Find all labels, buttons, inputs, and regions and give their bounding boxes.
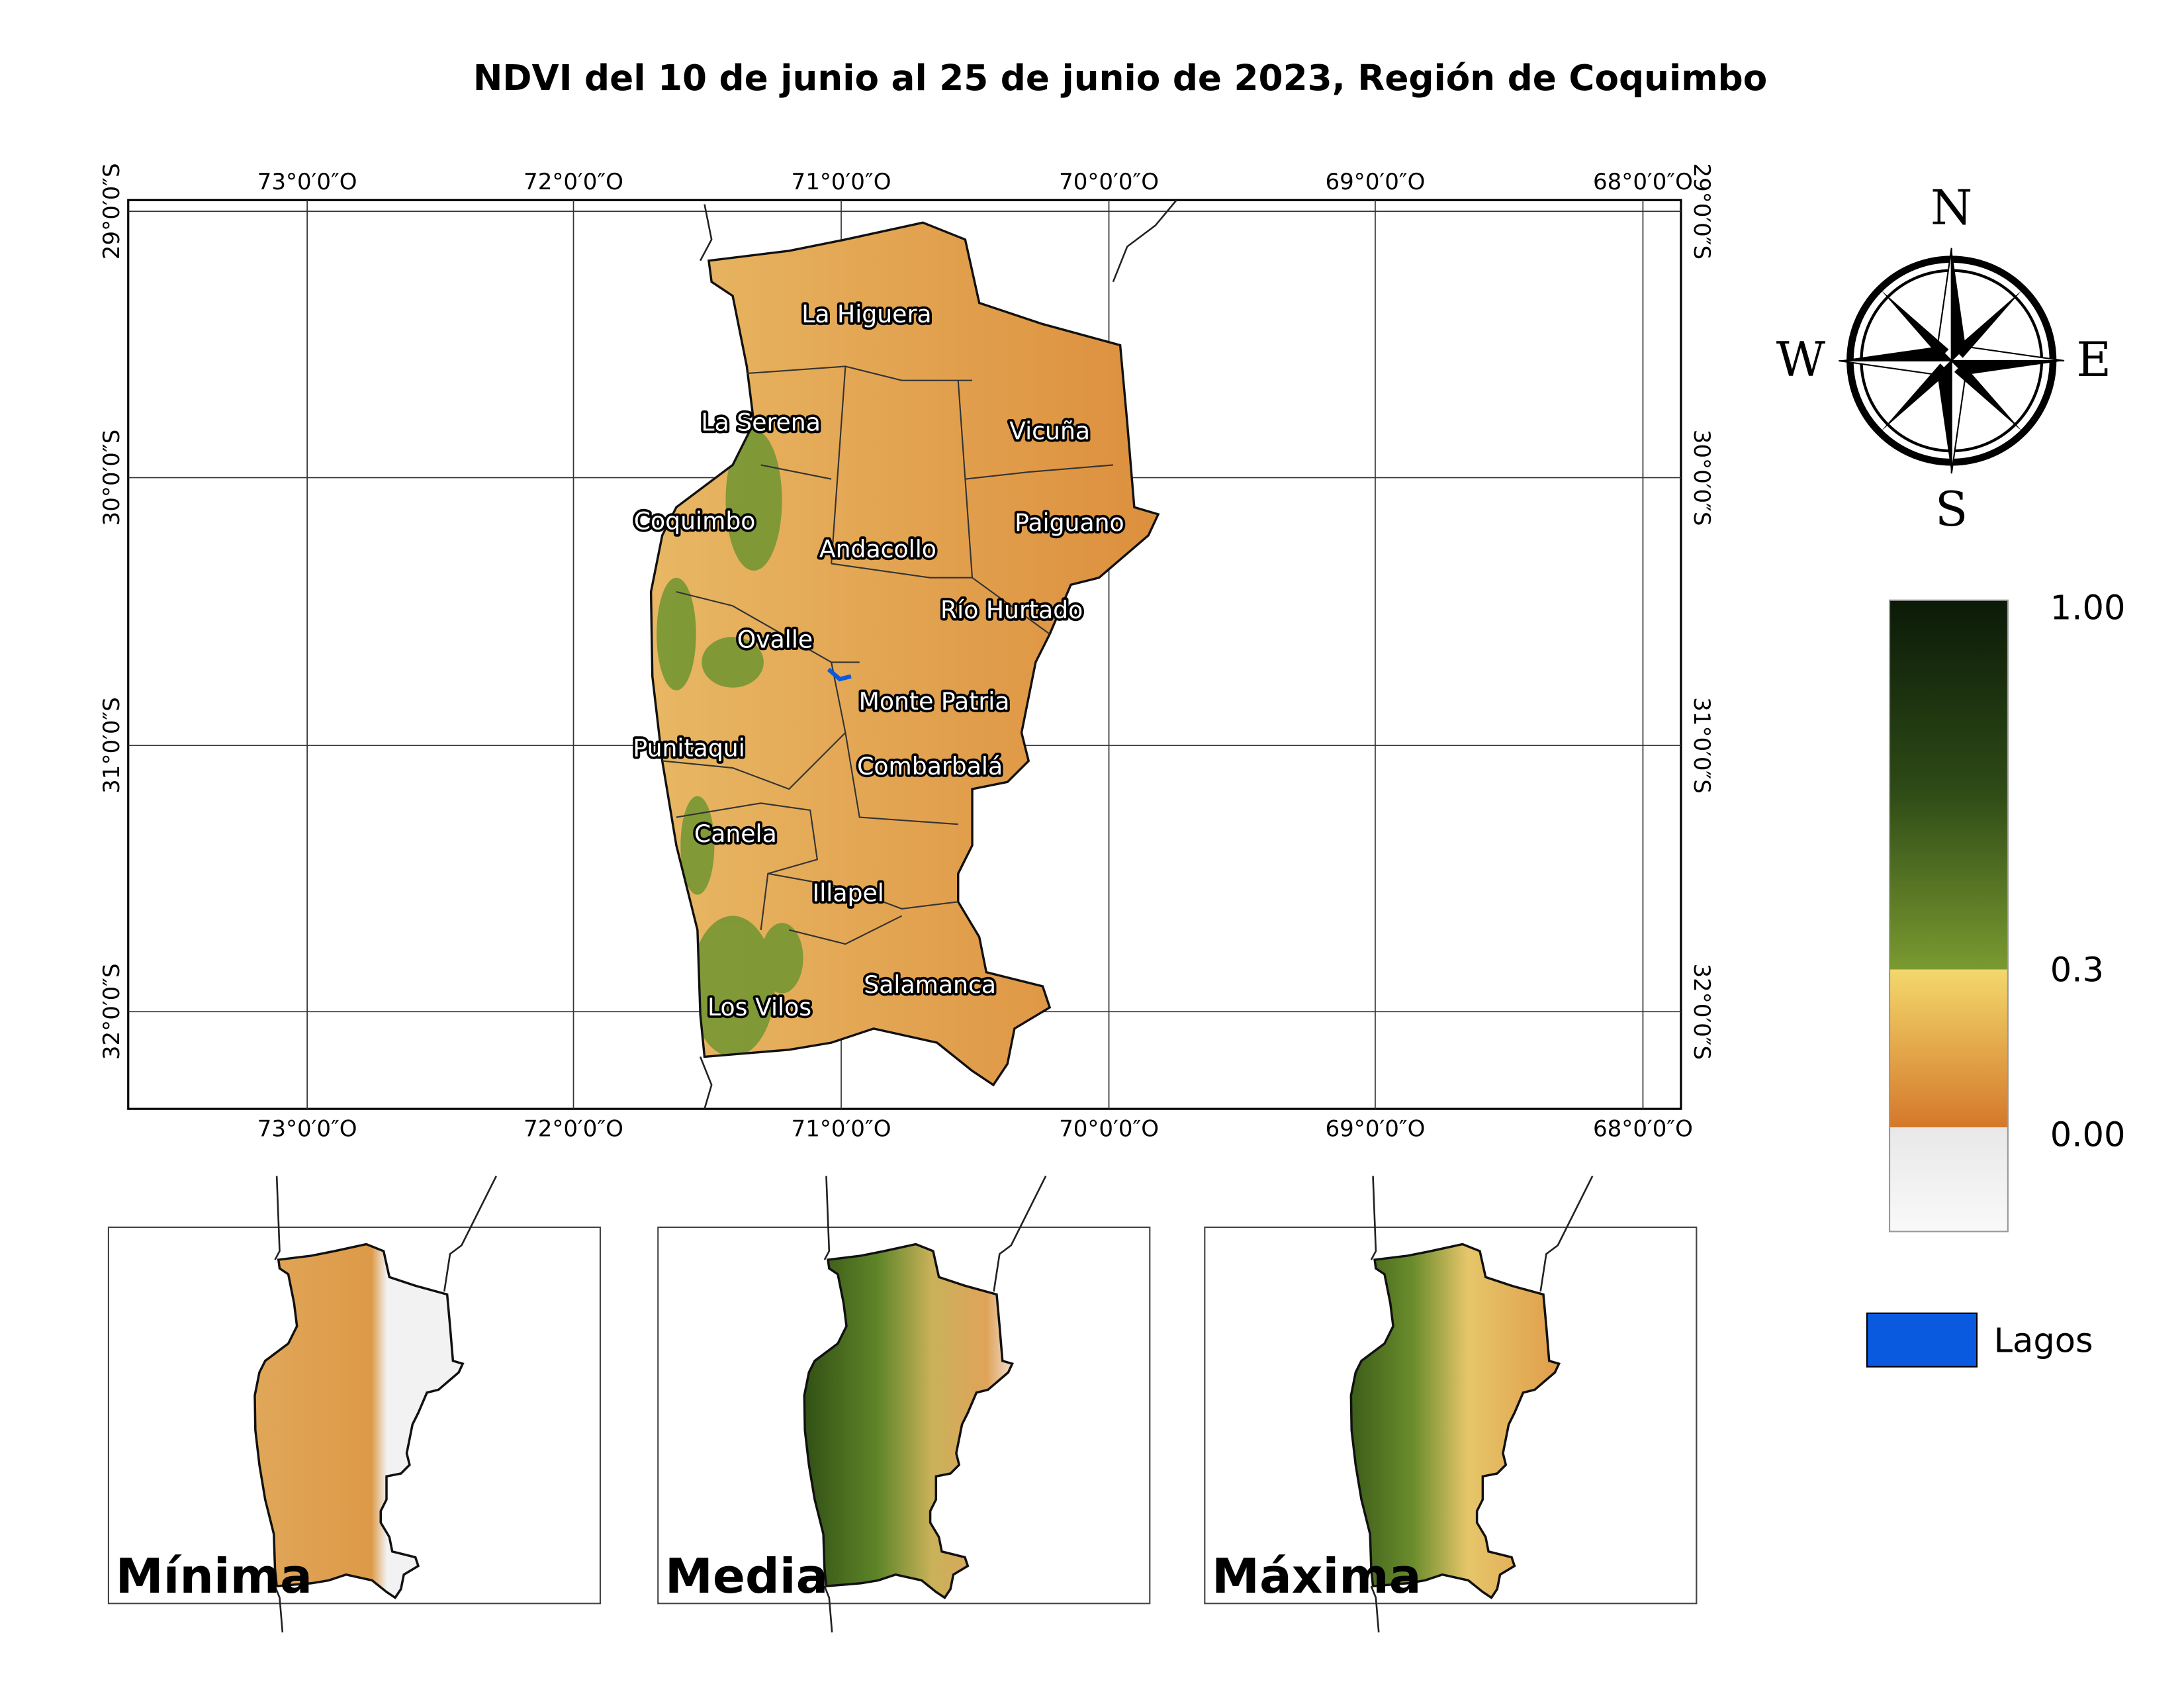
commune-label: Salamanca (864, 970, 996, 999)
inset-borders (823, 1175, 1047, 1633)
commune-label: Los Vilos (707, 993, 811, 1021)
lon-label-top: 68°0′0″O (1593, 169, 1693, 195)
inset-label: Media (665, 1549, 829, 1605)
lake (827, 667, 852, 682)
lon-label-bottom: 73°0′0″O (257, 1116, 357, 1143)
lakes-swatch (1866, 1312, 1978, 1368)
ndvi-colorbar (1888, 599, 2009, 1233)
compass-south: S (1935, 482, 1968, 538)
inset-map: Mínima (107, 1175, 602, 1633)
compass-rose (1839, 248, 2065, 474)
commune-label: Illapel (813, 879, 884, 908)
lon-label-bottom: 68°0′0″O (1593, 1116, 1693, 1143)
colorbar-label: 0.3 (2050, 951, 2104, 990)
commune-label: Vicuña (1009, 416, 1090, 445)
lakes-label: Lagos (1994, 1322, 2093, 1361)
compass-east: E (2076, 332, 2111, 388)
commune-label: Río Hurtado (940, 596, 1083, 624)
insets: Mínima Media Máxima (107, 1175, 1698, 1633)
commune-label: Combarbalá (857, 752, 1003, 780)
lon-label-top: 71°0′0″O (792, 169, 891, 195)
lon-label-bottom: 70°0′0″O (1059, 1116, 1159, 1143)
compass-west: W (1776, 332, 1826, 388)
commune-label: Punitaqui (633, 733, 745, 762)
map-title: NDVI del 10 de junio al 25 de junio de 2… (473, 58, 1767, 99)
lat-label-left: 29°0′0″S (99, 163, 125, 259)
compass-north: N (1931, 180, 1972, 236)
lat-label-left: 32°0′0″S (99, 963, 125, 1060)
lon-label-top: 70°0′0″O (1059, 169, 1159, 195)
graticule: 73°0′0″O 73°0′0″O 72°0′0″O 72°0′0″O 71°0′0″O… (99, 163, 1715, 1142)
inset-label: Mínima (116, 1549, 312, 1605)
lat-label-right: 30°0′0″S (1688, 430, 1715, 526)
commune-label: Coquimbo (634, 507, 756, 536)
commune-label: La Serena (701, 408, 820, 437)
lon-label-top: 73°0′0″O (257, 169, 357, 195)
inset-outline (253, 1243, 465, 1600)
commune-label: Paiguano (1015, 508, 1124, 537)
neighbor-borders (699, 199, 1177, 1109)
inset-borders (1370, 1175, 1594, 1633)
lat-label-left: 30°0′0″S (99, 430, 125, 526)
lon-label-top: 69°0′0″O (1325, 169, 1425, 195)
inset-outline (803, 1243, 1014, 1600)
lat-label-right: 31°0′0″S (1688, 697, 1715, 794)
inset-map: Media (657, 1175, 1151, 1633)
commune-label: Ovalle (737, 625, 813, 653)
lat-label-right: 29°0′0″S (1688, 163, 1715, 259)
lon-label-bottom: 71°0′0″O (792, 1116, 891, 1143)
lon-label-top: 72°0′0″O (523, 169, 623, 195)
lon-label-bottom: 69°0′0″O (1325, 1116, 1425, 1143)
inset-outline (1349, 1243, 1561, 1600)
inset-map: Máxima (1204, 1175, 1698, 1633)
commune-label: La Higuera (801, 300, 931, 328)
colorbar-label: 1.00 (2050, 589, 2126, 628)
commune-label: Canela (694, 820, 777, 848)
commune-label: Monte Patria (859, 687, 1010, 716)
inset-borders (274, 1175, 498, 1633)
lon-label-bottom: 72°0′0″O (523, 1116, 623, 1143)
lat-label-right: 32°0′0″S (1688, 963, 1715, 1060)
colorbar-label: 0.00 (2050, 1116, 2126, 1155)
commune-label: Andacollo (819, 535, 936, 563)
colorbar-labels: 1.00 0.3 0.00 (2050, 589, 2126, 1155)
commune-labels: La Higuera La Serena Vicuña Coquimbo Paiguan… (631, 297, 1127, 1024)
lat-label-left: 31°0′0″S (99, 697, 125, 794)
inset-label: Máxima (1212, 1549, 1422, 1605)
